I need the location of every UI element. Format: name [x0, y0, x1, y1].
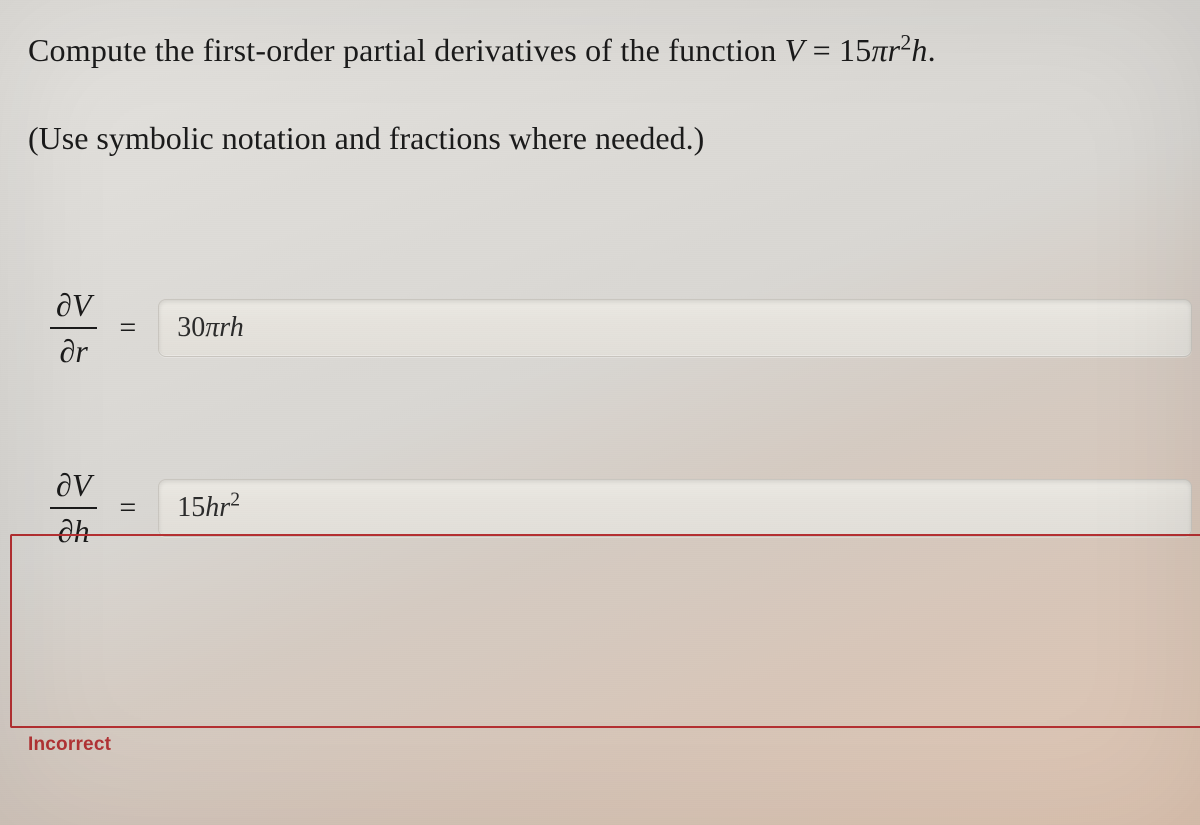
fraction-denominator: ∂h [50, 509, 97, 547]
answer-input-dv-dh[interactable]: 15hr2 [158, 479, 1192, 537]
fraction-denominator: ∂r [50, 329, 97, 367]
answer-row-dv-dh: ∂V ∂h = 15hr2 [28, 463, 1192, 553]
incorrect-label: Incorrect [28, 734, 111, 756]
question-prompt-text: Compute the first-order partial derivati… [28, 32, 785, 68]
equals-sign: = [119, 491, 136, 525]
partial-fraction-dv-dr: ∂V ∂r [50, 289, 97, 367]
answer-row-dv-dr: ∂V ∂r = 30πrh [28, 283, 1192, 373]
question-prompt: Compute the first-order partial derivati… [28, 26, 1192, 76]
fraction-numerator: ∂V [50, 469, 97, 509]
question-instruction: (Use symbolic notation and fractions whe… [28, 114, 1192, 164]
question-formula: V = 15πr2h. [785, 32, 936, 68]
partial-fraction-dv-dh: ∂V ∂h [50, 469, 97, 547]
incorrect-highlight-box [10, 534, 1200, 728]
fraction-numerator: ∂V [50, 289, 97, 329]
equals-sign: = [119, 311, 136, 345]
answer-value: 30πrh [177, 312, 243, 344]
answer-value: 15hr2 [177, 492, 240, 524]
answer-input-dv-dr[interactable]: 30πrh [158, 299, 1192, 357]
